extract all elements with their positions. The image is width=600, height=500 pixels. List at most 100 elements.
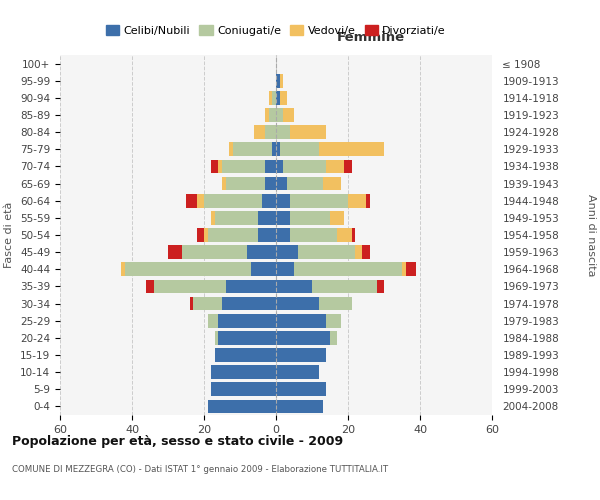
Bar [233, 142, 272, 156]
Bar [290, 211, 330, 224]
Bar [323, 176, 341, 190]
Bar [276, 400, 323, 413]
Bar [276, 366, 319, 379]
Bar [276, 331, 330, 344]
Bar [190, 296, 193, 310]
Bar [265, 160, 276, 173]
Bar [377, 280, 384, 293]
Bar [254, 126, 265, 139]
Bar [182, 246, 247, 259]
Bar [265, 126, 276, 139]
Bar [121, 262, 125, 276]
Bar [218, 160, 222, 173]
Bar [125, 262, 251, 276]
Bar [276, 280, 312, 293]
Bar [215, 331, 218, 344]
Bar [287, 176, 323, 190]
Bar [330, 211, 344, 224]
Bar [193, 296, 222, 310]
Bar [211, 382, 276, 396]
Bar [186, 194, 197, 207]
Bar [290, 228, 337, 242]
Bar [283, 108, 294, 122]
Bar [272, 142, 276, 156]
Bar [280, 74, 283, 88]
Bar [222, 296, 276, 310]
Bar [146, 280, 154, 293]
Bar [276, 262, 294, 276]
Bar [208, 400, 276, 413]
Bar [402, 262, 406, 276]
Bar [276, 176, 287, 190]
Bar [280, 142, 319, 156]
Bar [276, 142, 280, 156]
Legend: Celibi/Nubili, Coniugati/e, Vedovi/e, Divorziati/e: Celibi/Nubili, Coniugati/e, Vedovi/e, Di… [101, 21, 451, 40]
Bar [226, 176, 265, 190]
Bar [269, 108, 276, 122]
Bar [283, 160, 326, 173]
Bar [197, 194, 204, 207]
Bar [276, 211, 290, 224]
Bar [204, 228, 208, 242]
Text: COMUNE DI MEZZEGRA (CO) - Dati ISTAT 1° gennaio 2009 - Elaborazione TUTTITALIA.I: COMUNE DI MEZZEGRA (CO) - Dati ISTAT 1° … [12, 465, 388, 474]
Bar [319, 296, 352, 310]
Bar [211, 366, 276, 379]
Bar [319, 142, 384, 156]
Bar [344, 160, 352, 173]
Text: Anni di nascita: Anni di nascita [586, 194, 596, 276]
Y-axis label: Fasce di età: Fasce di età [4, 202, 14, 268]
Bar [265, 176, 276, 190]
Bar [406, 262, 416, 276]
Bar [337, 228, 352, 242]
Bar [251, 262, 276, 276]
Bar [258, 211, 276, 224]
Bar [222, 176, 226, 190]
Bar [330, 331, 337, 344]
Bar [208, 314, 218, 328]
Bar [366, 194, 370, 207]
Bar [276, 74, 280, 88]
Bar [276, 108, 283, 122]
Bar [197, 228, 204, 242]
Bar [218, 314, 276, 328]
Bar [258, 228, 276, 242]
Bar [211, 160, 218, 173]
Bar [211, 211, 215, 224]
Bar [276, 194, 290, 207]
Bar [265, 108, 269, 122]
Bar [276, 382, 326, 396]
Bar [269, 91, 272, 104]
Bar [226, 280, 276, 293]
Bar [276, 126, 290, 139]
Bar [276, 160, 283, 173]
Bar [298, 246, 355, 259]
Bar [290, 126, 326, 139]
Bar [218, 331, 276, 344]
Bar [222, 160, 265, 173]
Bar [276, 228, 290, 242]
Bar [215, 348, 276, 362]
Bar [154, 280, 226, 293]
Bar [352, 228, 355, 242]
Bar [312, 280, 377, 293]
Bar [208, 228, 258, 242]
Bar [290, 194, 348, 207]
Bar [326, 160, 344, 173]
Bar [362, 246, 370, 259]
Bar [294, 262, 402, 276]
Bar [276, 246, 298, 259]
Bar [276, 91, 280, 104]
Bar [355, 246, 362, 259]
Text: Popolazione per età, sesso e stato civile - 2009: Popolazione per età, sesso e stato civil… [12, 435, 343, 448]
Bar [229, 142, 233, 156]
Bar [276, 296, 319, 310]
Bar [168, 246, 182, 259]
Bar [326, 314, 341, 328]
Bar [276, 348, 326, 362]
Bar [280, 91, 287, 104]
Bar [276, 314, 326, 328]
Bar [247, 246, 276, 259]
Bar [272, 91, 276, 104]
Bar [348, 194, 366, 207]
Bar [204, 194, 262, 207]
